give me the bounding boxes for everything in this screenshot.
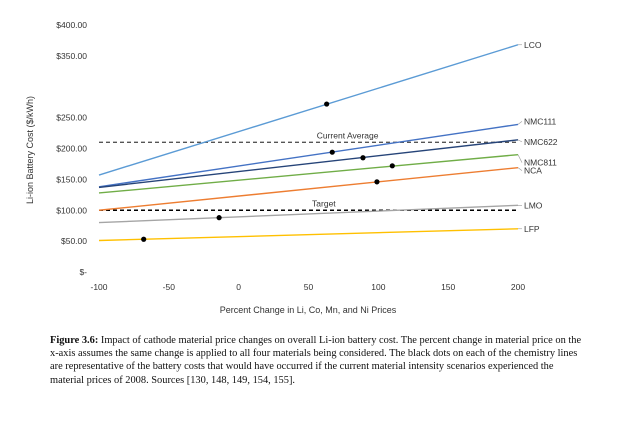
x-tick-label: 200 [511,282,525,292]
y-tick-label: $250.00 [56,113,87,123]
x-axis-ticks: -100 -50 0 50 100 150 200 [90,282,525,292]
x-tick-label: 0 [236,282,241,292]
series-line [98,139,519,189]
line-chart: $- $50.00 $100.00 $150.00 $200.00 $250.00 $350… [25,20,558,315]
x-tick-label: 150 [441,282,455,292]
x-tick-label: 100 [371,282,385,292]
data-marker [389,163,395,169]
series-label: LCO [524,40,542,50]
series-lines [98,44,519,242]
series-label: LFP [524,224,540,234]
y-tick-label: $- [79,267,87,277]
label-leader [517,139,523,143]
series-label: LMO [524,200,543,210]
y-tick-label: $100.00 [56,205,87,215]
reference-line-label: Current Average [317,130,379,140]
x-tick-label: -100 [90,282,107,292]
series-line [98,123,519,188]
series-line [98,204,519,224]
y-tick-label: $150.00 [56,174,87,184]
series-label: NMC811 [524,158,557,168]
series-markers [141,101,395,242]
data-marker [324,101,330,107]
y-axis-ticks: $- $50.00 $100.00 $150.00 $200.00 $250.00 $350… [56,20,87,277]
caption-text: Impact of cathode material price changes… [50,335,582,386]
label-leader [517,121,523,125]
series-line [98,44,519,176]
caption-label: Figure 3.6: [50,335,99,346]
reference-line-label: Target [312,198,336,208]
x-tick-label: -50 [163,282,176,292]
y-tick-label: $400.00 [56,20,87,30]
y-tick-label: $50.00 [61,236,87,246]
y-tick-label: $350.00 [56,51,87,61]
figure-caption: Figure 3.6: Impact of cathode material p… [50,334,590,387]
series-line [98,228,519,242]
label-leader [517,167,523,171]
series-label: NCA [524,166,542,176]
data-marker [360,155,366,161]
x-axis-title: Percent Change in Li, Co, Mn, and Ni Pri… [220,305,397,315]
label-leader [517,154,523,163]
series-label: NMC111 [524,116,557,126]
y-tick-label: $200.00 [56,144,87,154]
data-marker [329,149,335,155]
data-marker [141,236,147,242]
series-line [98,166,519,211]
series-line [98,153,519,194]
y-axis-title: Li-ion Battery Cost ($/kWh) [25,96,35,204]
data-marker [374,179,380,185]
series-label: NMC622 [524,137,558,147]
reference-lines: Current Average Target [99,130,518,212]
x-tick-label: 50 [304,282,314,292]
data-marker [216,215,222,221]
